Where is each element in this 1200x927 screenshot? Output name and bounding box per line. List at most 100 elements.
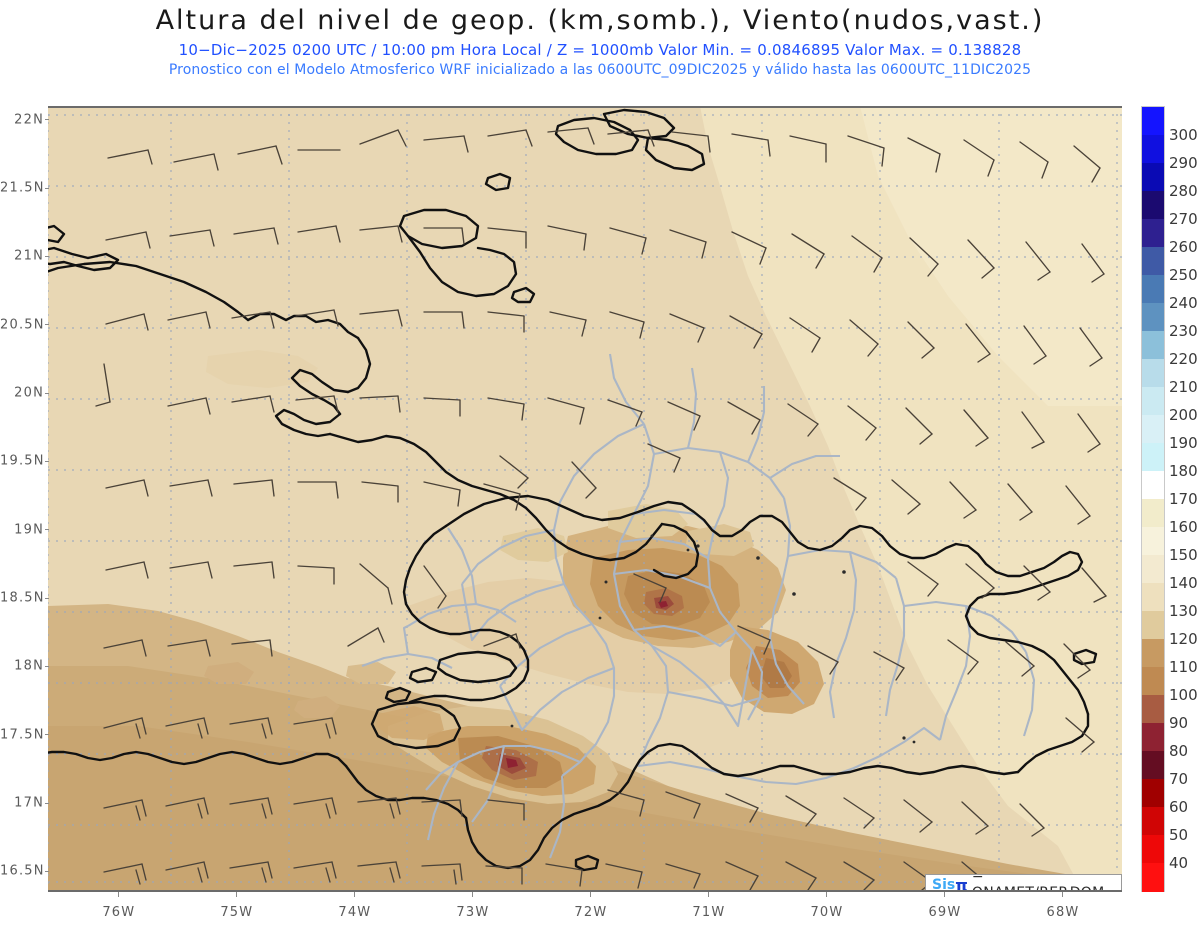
colorbar-cell [1142,331,1164,360]
x-axis-tick-mark [472,892,474,897]
colorbar-tick-label: 230 [1169,322,1198,340]
y-axis-tick-label: 18N [14,658,44,674]
colorbar-tick-label: 40 [1169,854,1189,872]
y-axis-tick-label: 16.5N [0,863,45,879]
colorbar-tick-label: 100 [1169,686,1198,704]
y-axis-tick-label: 18.5N [0,590,45,606]
colorbar-tick-label: 170 [1169,490,1198,508]
y-axis-tick-label: 17N [14,795,44,811]
colorbar-cell [1142,807,1164,836]
y-axis-tick-label: 21.5N [0,180,45,196]
colorbar-cell [1142,219,1164,248]
x-axis-tick-mark [1062,892,1064,897]
x-axis-tick-mark [354,892,356,897]
colorbar-tick-label: 290 [1169,154,1198,172]
colorbar-tick-label: 60 [1169,798,1189,816]
wind-barbs-layer [95,127,1107,891]
colorbar-tick-label: 200 [1169,406,1198,424]
colorbar-cell [1142,695,1164,724]
logo-sis-text: Sis [932,877,956,892]
logo-pi-symbol: π [955,875,968,893]
colorbar-cell [1142,863,1164,892]
colorbar-tick-label: 110 [1169,658,1198,676]
lat-lon-grid [48,106,1122,892]
colorbar-tick-label: 220 [1169,350,1198,368]
colorbar-cell [1142,499,1164,528]
colorbar-tick-label: 180 [1169,462,1198,480]
y-axis-tick-label: 19N [14,522,44,538]
colorbar-tick-label: 150 [1169,546,1198,564]
x-axis-tick-mark [590,892,592,897]
colorbar-cell [1142,275,1164,304]
x-axis-tick-mark [826,892,828,897]
x-axis-tick-label: 75W [220,905,254,920]
colorbar-tick-label: 270 [1169,210,1198,228]
x-axis-tick-mark [236,892,238,897]
colorbar-tick-label: 300 [1169,126,1198,144]
x-axis-tick-label: 69W [928,905,962,920]
colorbar-tick-label: 70 [1169,770,1189,788]
x-axis-tick-label: 70W [810,905,844,920]
coastline-layer [48,108,1098,872]
colorbar-tick-label: 90 [1169,714,1189,732]
colorbar-tick-label: 260 [1169,238,1198,256]
colorbar-cell [1142,387,1164,416]
colorbar-cell [1142,443,1164,472]
colorbar-cell [1142,135,1164,164]
subtitle-valid-time: 10−Dic−2025 0200 UTC / 10:00 pm Hora Loc… [178,41,1022,59]
colorbar-cell [1142,359,1164,388]
station-dots-layer [510,534,916,744]
page-title: Altura del nivel de geop. (km,somb.), Vi… [155,5,1045,36]
header-block: Altura del nivel de geop. (km,somb.), Vi… [0,0,1200,80]
x-axis-tick-label: 74W [338,905,372,920]
map-plot-area[interactable]: Sis π − ONAMET/REP.DOM. [48,106,1122,892]
colorbar-tick-label: 190 [1169,434,1198,452]
colorbar-tick-label: 210 [1169,378,1198,396]
colorbar-cell [1142,835,1164,864]
colorbar-tick-label: 140 [1169,574,1198,592]
x-axis-tick-mark [708,892,710,897]
y-axis-tick-label: 21N [14,248,44,264]
logo-agency-text: − ONAMET/REP.DOM. [971,869,1109,892]
colorbar-tick-label: 120 [1169,630,1198,648]
y-axis-tick-label: 19.5N [0,453,45,469]
colorbar-cell [1142,751,1164,780]
colorbar-cell [1142,247,1164,276]
colorbar-tick-label: 80 [1169,742,1189,760]
colorbar-tick-label: 160 [1169,518,1198,536]
colorbar-tick-label: 280 [1169,182,1198,200]
colorbar-cell [1142,107,1164,136]
colorbar-cell [1142,639,1164,668]
subtitle-model-info: Pronostico con el Modelo Atmosferico WRF… [168,62,1032,78]
colorbar-cell [1142,527,1164,556]
y-axis-tick-label: 20.5N [0,317,45,333]
colorbar-cell [1142,471,1164,500]
colorbar-cell [1142,667,1164,696]
province-boundaries-layer [361,353,1036,859]
colorbar-cell [1142,723,1164,752]
x-axis-tick-label: 72W [574,905,608,920]
x-axis-tick-mark [944,892,946,897]
colorbar-tick-label: 130 [1169,602,1198,620]
colorbar-cell [1142,583,1164,612]
x-axis-tick-label: 68W [1046,905,1080,920]
x-axis-tick-label: 73W [456,905,490,920]
x-axis-tick-label: 71W [692,905,726,920]
colorbar-tick-label: 50 [1169,826,1189,844]
colorbar-cell [1142,555,1164,584]
colorbar-cell [1142,163,1164,192]
x-axis-tick-mark [118,892,120,897]
colorbar-cell [1142,779,1164,808]
colorbar[interactable] [1141,106,1165,892]
y-axis-tick-label: 20N [14,385,44,401]
y-axis-tick-label: 17.5N [0,727,45,743]
attribution-logo: Sis π − ONAMET/REP.DOM. [925,869,1122,893]
x-axis-tick-label: 76W [102,905,136,920]
colorbar-tick-label: 250 [1169,266,1198,284]
colorbar-tick-label: 240 [1169,294,1198,312]
colorbar-cell [1142,611,1164,640]
colorbar-cell [1142,415,1164,444]
y-axis-tick-label: 22N [14,112,44,128]
colorbar-cell [1142,191,1164,220]
colorbar-cell [1142,303,1164,332]
